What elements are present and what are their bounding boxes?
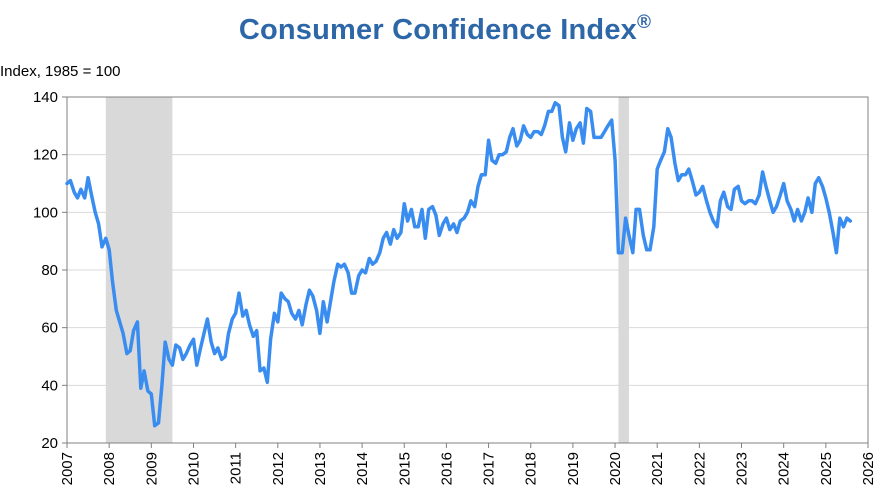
x-tick-label-2013: 2013 — [312, 452, 329, 485]
x-tick-label-2025: 2025 — [818, 452, 835, 485]
x-tick-label-2007: 2007 — [59, 452, 76, 485]
series-line-0 — [65, 101, 853, 428]
x-tick-label-2026: 2026 — [860, 452, 877, 485]
axes: 20 40 60 80 100 120 140 2007 2008 2009 2010 2011 201… — [33, 89, 877, 485]
x-tick-label-2018: 2018 — [523, 452, 540, 485]
x-tick-label-2012: 2012 — [270, 452, 287, 485]
x-tick-label-2021: 2021 — [649, 452, 666, 485]
x-tick-label-2022: 2022 — [691, 452, 708, 485]
x-tick-label-2014: 2014 — [354, 452, 371, 485]
x-tick-label-2023: 2023 — [734, 452, 751, 485]
x-tick-label-2015: 2015 — [396, 452, 413, 485]
series-layer — [65, 101, 853, 428]
y-tick-label-80: 80 — [41, 262, 58, 279]
x-tick-label-2008: 2008 — [101, 452, 118, 485]
x-tick-label-2024: 2024 — [776, 452, 793, 485]
y-tick-label-20: 20 — [41, 435, 58, 452]
title-registered-mark: ® — [636, 12, 652, 33]
y-tick-label-40: 40 — [41, 377, 58, 394]
x-tick-label-2010: 2010 — [185, 452, 202, 485]
x-tick-label-2019: 2019 — [565, 452, 582, 485]
x-tick-label-2020: 2020 — [607, 452, 624, 485]
x-tick-label-2009: 2009 — [143, 452, 160, 485]
y-tick-label-140: 140 — [33, 89, 58, 106]
y-axis-label: Index, 1985 = 100 — [0, 63, 121, 80]
chart-title: Consumer Confidence Index® — [0, 12, 890, 47]
x-tick-label-2017: 2017 — [481, 452, 498, 485]
title-text: Consumer Confidence Index — [238, 14, 637, 46]
y-tick-label-60: 60 — [41, 320, 58, 337]
x-tick-label-2016: 2016 — [438, 452, 455, 485]
y-tick-label-120: 120 — [33, 147, 58, 164]
y-tick-label-100: 100 — [33, 204, 58, 221]
x-tick-label-2011: 2011 — [228, 452, 245, 484]
